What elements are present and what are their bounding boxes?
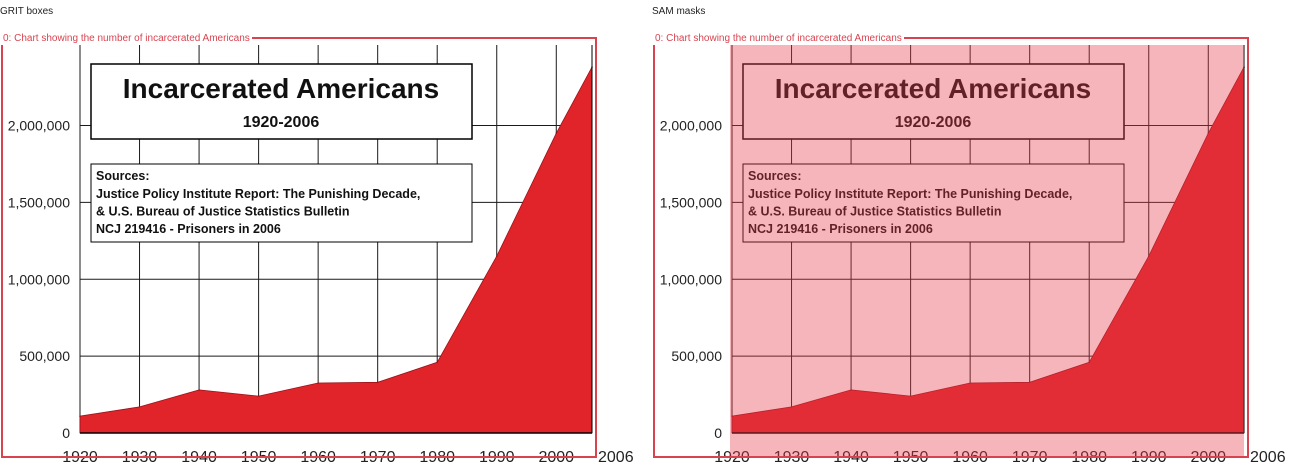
sources-box bbox=[90, 163, 473, 243]
data-point bbox=[79, 415, 81, 417]
sam-masks-panel: SAM masks 0 500,000 1,000,000 1,500,000 2,00… bbox=[652, 0, 1292, 469]
data-point bbox=[257, 395, 260, 397]
y-tick-label: 1,000,000 bbox=[660, 271, 722, 287]
chart-subtitle: 1920-2006 bbox=[243, 114, 320, 131]
data-point bbox=[555, 132, 558, 134]
detection-label: 0: Chart showing the number of incarcera… bbox=[1, 33, 252, 45]
grit-boxes-panel: GRIT boxes 0 500,000 1,000,000 1,500,000 2,0… bbox=[0, 6, 634, 466]
sources-heading: Sources: bbox=[748, 169, 802, 183]
sources-heading: Sources: bbox=[96, 169, 150, 183]
data-point bbox=[376, 381, 379, 384]
sources-line: Justice Policy Institute Report: The Pun… bbox=[96, 187, 420, 201]
data-point bbox=[198, 389, 200, 391]
y-tick-label: 1,000,000 bbox=[8, 271, 70, 287]
panel-title: SAM masks bbox=[652, 6, 706, 17]
y-tick-label: 2,000,000 bbox=[660, 118, 722, 134]
title-box bbox=[742, 63, 1125, 140]
title-box bbox=[90, 63, 473, 140]
y-tick-label: 1,500,000 bbox=[8, 194, 70, 210]
sources-line: Justice Policy Institute Report: The Pun… bbox=[748, 187, 1072, 201]
chart-title: Incarcerated Americans bbox=[123, 73, 439, 104]
data-point bbox=[1207, 132, 1210, 134]
detection-box bbox=[653, 37, 1249, 458]
y-tick-label: 500,000 bbox=[19, 348, 70, 364]
data-point bbox=[969, 382, 971, 384]
x-end-label: 2006 bbox=[1250, 449, 1286, 466]
y-tick-label: 1,500,000 bbox=[660, 194, 722, 210]
data-point bbox=[909, 395, 912, 397]
y-tick-label: 0 bbox=[62, 425, 70, 441]
detection-label: 0: Chart showing the number of incarcera… bbox=[653, 33, 904, 45]
data-point bbox=[790, 406, 793, 408]
sources-line: & U.S. Bureau of Justice Statistics Bull… bbox=[748, 205, 1002, 219]
y-tick-label: 2,000,000 bbox=[8, 118, 70, 134]
sources-line: NCJ 219416 - Prisoners in 2006 bbox=[748, 222, 933, 236]
data-point bbox=[436, 361, 439, 364]
sources-box bbox=[742, 163, 1125, 243]
y-tick-label: 0 bbox=[714, 425, 722, 441]
chart-subtitle: 1920-2006 bbox=[895, 114, 972, 131]
data-point bbox=[1088, 361, 1091, 364]
segmentation-mask bbox=[730, 45, 1244, 457]
sources-line: & U.S. Bureau of Justice Statistics Bull… bbox=[96, 205, 350, 219]
sources-line: NCJ 219416 - Prisoners in 2006 bbox=[96, 222, 281, 236]
data-point bbox=[138, 406, 141, 408]
chart-title: Incarcerated Americans bbox=[775, 73, 1091, 104]
data-point bbox=[1147, 255, 1150, 257]
x-end-label: 2006 bbox=[598, 449, 634, 466]
data-point bbox=[731, 415, 733, 417]
detection-box bbox=[1, 37, 597, 458]
data-point bbox=[850, 389, 852, 391]
y-tick-label: 500,000 bbox=[671, 348, 722, 364]
data-point bbox=[1028, 381, 1031, 384]
data-point bbox=[495, 255, 498, 257]
data-point bbox=[317, 382, 319, 384]
panel-title: GRIT boxes bbox=[0, 6, 54, 17]
